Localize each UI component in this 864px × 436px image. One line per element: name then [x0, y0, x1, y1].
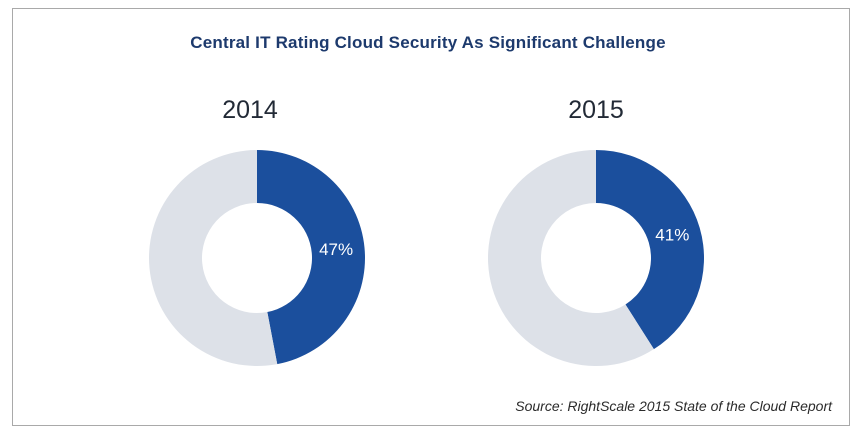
data-label-2014: 47% [319, 240, 353, 259]
donut-chart-2015: 41% [487, 150, 704, 366]
donut-chart-2014: 47% [149, 150, 366, 366]
donut-title-2014: 2014 [222, 96, 278, 124]
donut-slice-rest [149, 150, 278, 366]
donut-slice-highlight [596, 150, 704, 350]
source-note: Source: RightScale 2015 State of the Clo… [515, 398, 832, 414]
chart-frame [12, 8, 850, 426]
donut-slice-highlight [257, 150, 366, 365]
data-label-2015: 41% [655, 225, 689, 244]
chart-title: Central IT Rating Cloud Security As Sign… [190, 33, 666, 52]
donut-title-2015: 2015 [568, 96, 624, 124]
donut-slice-rest [487, 150, 654, 366]
